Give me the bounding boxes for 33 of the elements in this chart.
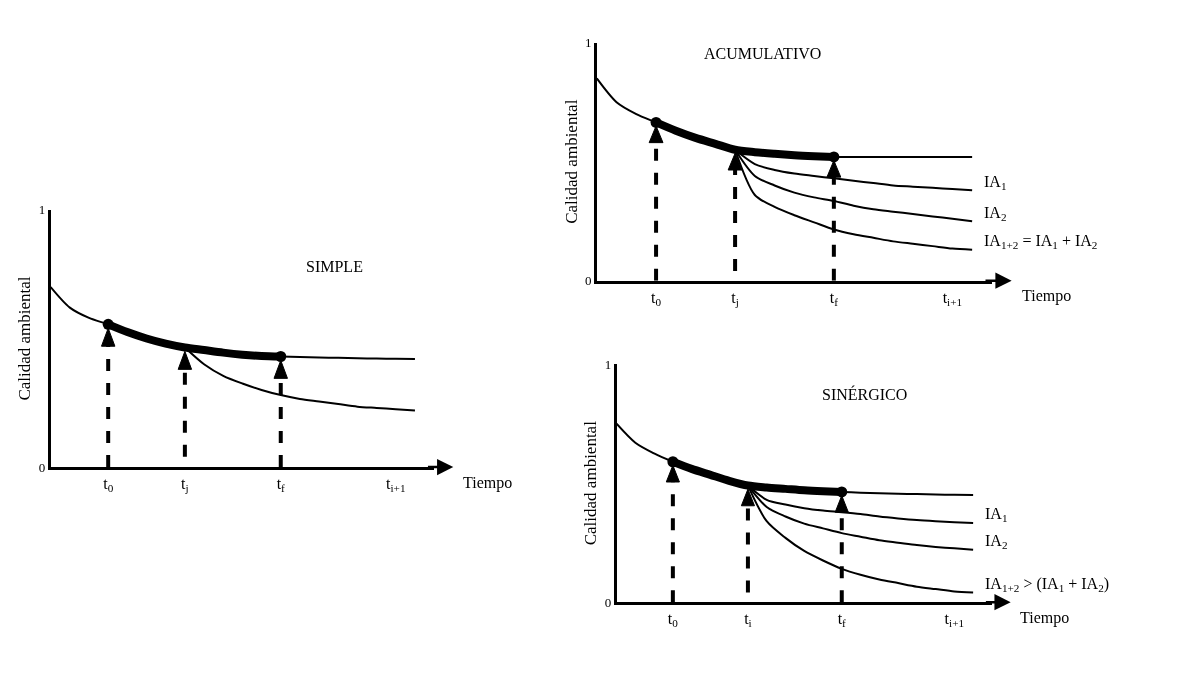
y-tick-label: 1: [604, 356, 612, 372]
annotation: IA$_{1}$: [985, 505, 1008, 525]
text: SINÉRGICO: [822, 385, 908, 403]
y-tick-label: 1: [38, 202, 46, 218]
annotation: IA$_{1+2}$ > (IA$_{1}$ + IA$_{2}$): [985, 575, 1110, 595]
y-tick-label: 0: [604, 594, 612, 610]
annotation: IA$_{1+2}$ = IA$_{1}$ + IA$_{2}$: [984, 232, 1098, 252]
y-axis-title: Calidad ambiental: [561, 99, 581, 224]
y-axis-title: Calidad ambiental: [15, 276, 35, 401]
y-tick-label: 0: [38, 459, 46, 475]
x-axis-title: Tiempo: [1022, 287, 1072, 305]
annotation: IA$_{2}$: [985, 532, 1008, 552]
x-tick-label: t$_{i+1}$: [942, 288, 963, 308]
x-tick-label: t$_{f}$: [276, 475, 286, 495]
x-tick-label: t$_{f}$: [837, 610, 847, 630]
x-tick-label: t$_{j}$: [731, 288, 739, 308]
annotation: IA$_{1}$: [984, 173, 1007, 193]
annotation: IA$_{2}$: [984, 204, 1007, 224]
x-tick-label: t$_{j}$: [181, 475, 189, 495]
x-tick-label: t$_{i+1}$: [944, 610, 965, 630]
x-tick-label: t$_{i}$: [744, 610, 752, 630]
x-tick-label: t$_{i+1}$: [386, 475, 406, 495]
y-tick-label: 1: [584, 35, 592, 51]
x-tick-label: t$_{0}$: [103, 475, 114, 495]
y-tick-label: 0: [584, 273, 592, 289]
x-tick-label: t$_{0}$: [667, 610, 679, 630]
text: SIMPLE: [306, 258, 363, 275]
y-axis-title: Calidad ambiental: [581, 420, 601, 546]
x-tick-label: t$_{0}$: [651, 288, 662, 308]
x-axis-title: Tiempo: [1020, 609, 1070, 627]
x-axis-title: Tiempo: [463, 474, 513, 492]
chart-title: ACUMULATIVO: [704, 45, 822, 62]
x-tick-label: t$_{f}$: [829, 288, 839, 308]
